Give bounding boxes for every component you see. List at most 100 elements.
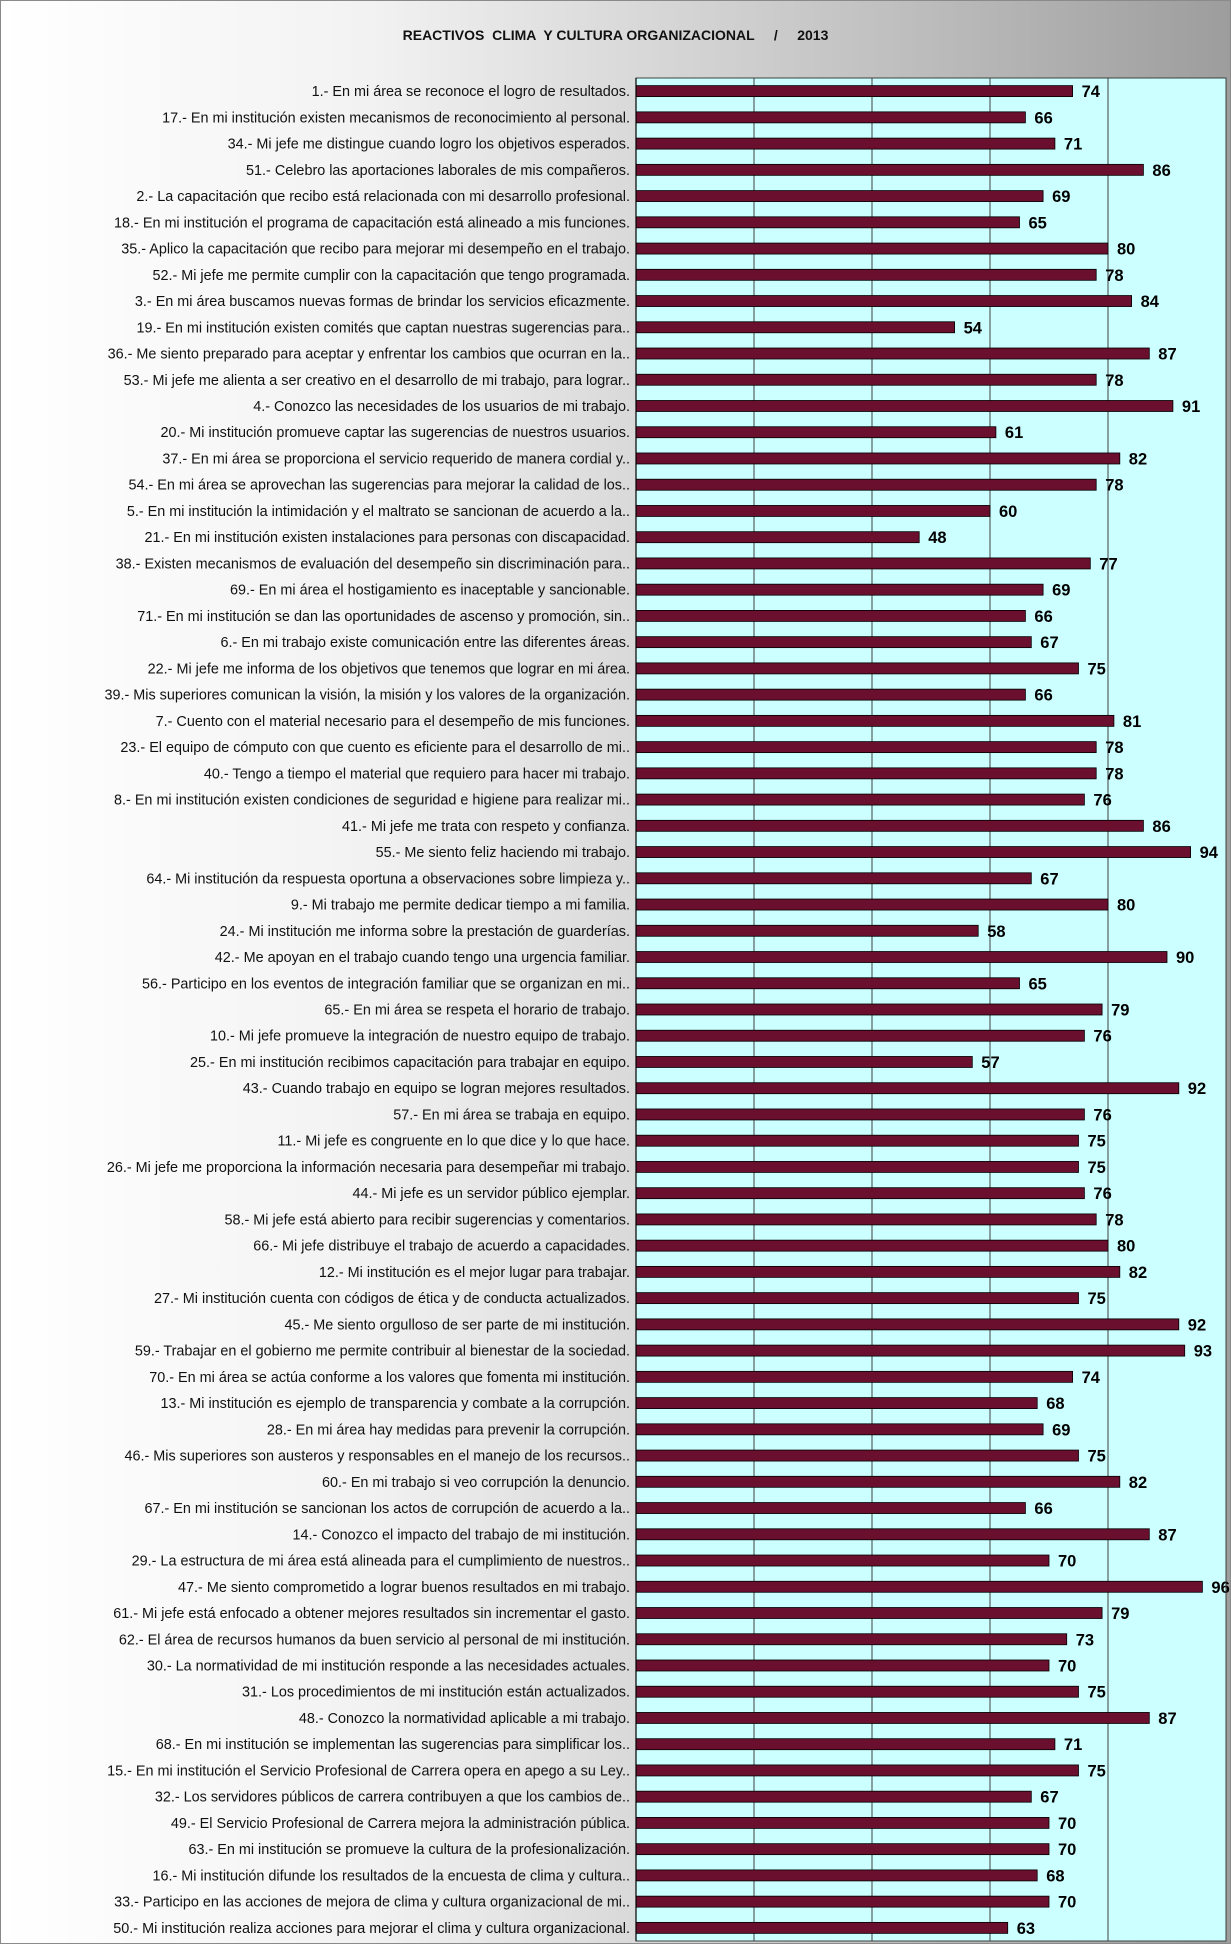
category-label: 23.- El equipo de cómputo con que cuento… [120, 740, 630, 756]
category-label: 53.- Mi jefe me alienta a ser creativo e… [124, 373, 630, 389]
category-label: 65.- En mi área se respeta el horario de… [324, 1003, 630, 1019]
bar [635, 636, 1032, 649]
category-label: 37.- En mi área se proporciona el servic… [162, 451, 630, 467]
data-label: 84 [1141, 293, 1160, 311]
bar [635, 1397, 1038, 1409]
bar [635, 1712, 1150, 1724]
data-label: 68 [1046, 1867, 1064, 1885]
category-label: 12.- Mi institución es el mejor lugar pa… [319, 1265, 630, 1281]
data-label: 91 [1182, 398, 1200, 416]
category-label: 13.- Mi institución es ejemplo de transp… [160, 1396, 630, 1412]
bar [635, 924, 979, 937]
data-label: 93 [1194, 1343, 1212, 1361]
bar [635, 1817, 1050, 1829]
bar [635, 1633, 1068, 1646]
bar [635, 1554, 1050, 1567]
bar [635, 1528, 1150, 1541]
category-label: 11.- Mi jefe es congruente en lo que dic… [277, 1134, 630, 1150]
category-label: 15.- En mi institución el Servicio Profe… [107, 1763, 630, 1779]
category-label: 67.- En mi institución se sancionan los … [144, 1501, 630, 1517]
category-label: 54.- En mi área se aprovechan las sugere… [128, 478, 630, 494]
bar [635, 1764, 1079, 1777]
data-label: 87 [1158, 346, 1176, 364]
category-label: 10.- Mi jefe promueve la integración de … [210, 1029, 630, 1045]
bar [635, 373, 1097, 386]
data-label: 63 [1017, 1920, 1035, 1938]
data-label: 75 [1088, 660, 1106, 678]
bar [635, 1475, 1121, 1488]
bar [635, 557, 1091, 570]
data-label: 69 [1052, 1421, 1070, 1439]
bar [635, 1187, 1085, 1200]
bar [635, 478, 1097, 491]
data-label: 86 [1152, 162, 1170, 180]
category-label: 9.- Mi trabajo me permite dedicar tiempo… [291, 898, 630, 914]
category-label: 7.- Cuento con el material necesario par… [156, 714, 630, 730]
bar [635, 1895, 1050, 1908]
category-label: 52.- Mi jefe me permite cumplir con la c… [152, 268, 630, 284]
bar [635, 793, 1085, 806]
data-label: 82 [1129, 1474, 1147, 1492]
data-label: 65 [1029, 975, 1047, 993]
data-label: 90 [1176, 949, 1194, 967]
data-label: 74 [1082, 1369, 1101, 1387]
data-label: 92 [1188, 1316, 1206, 1334]
bar [635, 977, 1020, 990]
bar [635, 400, 1174, 412]
data-label: 54 [964, 319, 983, 337]
category-label: 18.- En mi institución el programa de ca… [114, 215, 630, 231]
bar [635, 1449, 1079, 1462]
category-label: 22.- Mi jefe me informa de los objetivos… [148, 661, 630, 677]
category-label: 69.- En mi área el hostigamiento es inac… [230, 583, 630, 599]
bar [635, 242, 1109, 255]
data-label: 60 [999, 503, 1017, 521]
data-label: 67 [1040, 870, 1058, 888]
bar [635, 1580, 1203, 1593]
bar [635, 714, 1115, 727]
category-label: 6.- En mi trabajo existe comunicación en… [220, 635, 630, 651]
bar [635, 1213, 1097, 1226]
category-label: 56.- Participo en los eventos de integra… [142, 976, 630, 992]
bar [635, 190, 1044, 202]
data-label: 71 [1064, 136, 1082, 154]
data-label: 66 [1034, 109, 1052, 127]
category-label: 50.- Mi institución realiza acciones par… [113, 1921, 630, 1937]
category-label: 20.- Mi institución promueve captar las … [160, 425, 630, 441]
bar [635, 1292, 1079, 1305]
bar [635, 505, 991, 517]
data-label: 82 [1129, 1264, 1147, 1282]
category-label: 57.- En mi área se trabaja en equipo. [393, 1107, 630, 1123]
category-label: 30.- La normatividad de mi institución r… [147, 1658, 630, 1674]
category-label: 42.- Me apoyan en el trabajo cuando teng… [215, 950, 630, 966]
data-label: 75 [1088, 1762, 1106, 1780]
data-label: 77 [1099, 555, 1117, 573]
bar [635, 531, 920, 544]
bar [635, 1659, 1050, 1672]
category-label: 62.- El área de recursos humanos da buen… [119, 1632, 630, 1648]
data-label: 78 [1105, 372, 1123, 390]
bar [635, 846, 1191, 858]
data-label: 75 [1088, 1133, 1106, 1151]
data-label: 70 [1058, 1553, 1076, 1571]
data-label: 69 [1052, 188, 1070, 206]
data-label: 57 [981, 1054, 999, 1072]
data-label: 75 [1088, 1159, 1106, 1177]
data-label: 78 [1105, 765, 1123, 783]
category-label: 49.- El Servicio Profesional de Carrera … [171, 1816, 630, 1832]
category-label: 60.- En mi trabajo si veo corrupción la … [322, 1475, 630, 1491]
category-label: 3.- En mi área buscamos nuevas formas de… [135, 294, 630, 310]
category-label: 31.- Los procedimientos de mi institució… [242, 1685, 630, 1701]
bar [635, 1344, 1186, 1357]
data-label: 66 [1034, 687, 1052, 705]
category-label: 63.- En mi institución se promueve la cu… [188, 1842, 630, 1858]
category-label: 38.- Existen mecanismos de evaluación de… [116, 556, 630, 572]
data-label: 65 [1029, 214, 1047, 232]
category-label: 39.- Mis superiores comunican la visión,… [105, 688, 631, 704]
category-label: 70.- En mi área se actúa conforme a los … [149, 1370, 630, 1386]
data-label: 80 [1117, 1238, 1135, 1256]
category-label: 44.- Mi jefe es un servidor público ejem… [352, 1186, 630, 1202]
category-label: 29.- La estructura de mi área está aline… [132, 1554, 630, 1570]
data-label: 78 [1105, 1211, 1123, 1229]
data-label: 66 [1034, 608, 1052, 626]
